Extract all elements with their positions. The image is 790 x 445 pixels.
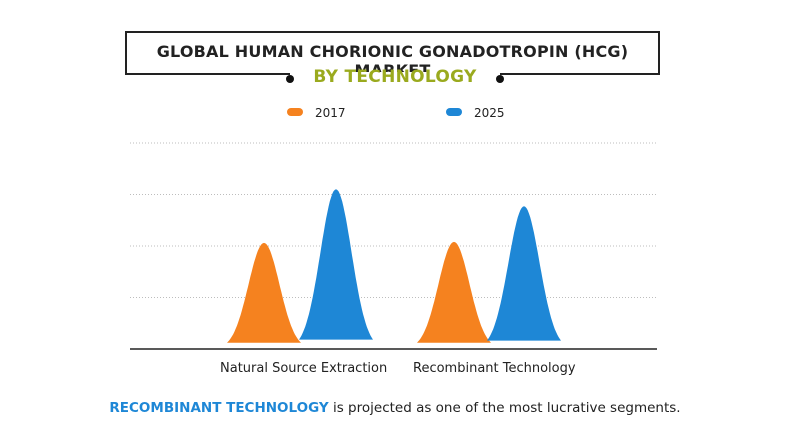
legend-swatch-2025	[446, 108, 462, 116]
category-label-recombinant-technology: Recombinant Technology	[413, 361, 576, 376]
peak-2017-natural-source-extraction	[227, 242, 301, 343]
footer-note: RECOMBINANT TECHNOLOGY is projected as o…	[0, 400, 790, 416]
category-label-natural-source-extraction: Natural Source Extraction	[220, 361, 388, 376]
title-dot-right	[496, 75, 504, 83]
chart-subtitle: BY TECHNOLOGY	[313, 67, 477, 87]
peak-2025-recombinant-technology	[487, 206, 561, 341]
title-dot-left	[286, 75, 294, 83]
footer-highlight: RECOMBINANT TECHNOLOGY	[109, 400, 329, 416]
peak-2017-recombinant-technology	[417, 241, 491, 343]
legend-label-2025: 2025	[474, 106, 505, 120]
legend-label-2017: 2017	[315, 106, 346, 120]
footer-text: is projected as one of the most lucrativ…	[328, 400, 681, 416]
legend-swatch-2017	[287, 108, 303, 116]
title-box-gap	[290, 72, 500, 78]
peak-2025-natural-source-extraction	[299, 189, 373, 340]
